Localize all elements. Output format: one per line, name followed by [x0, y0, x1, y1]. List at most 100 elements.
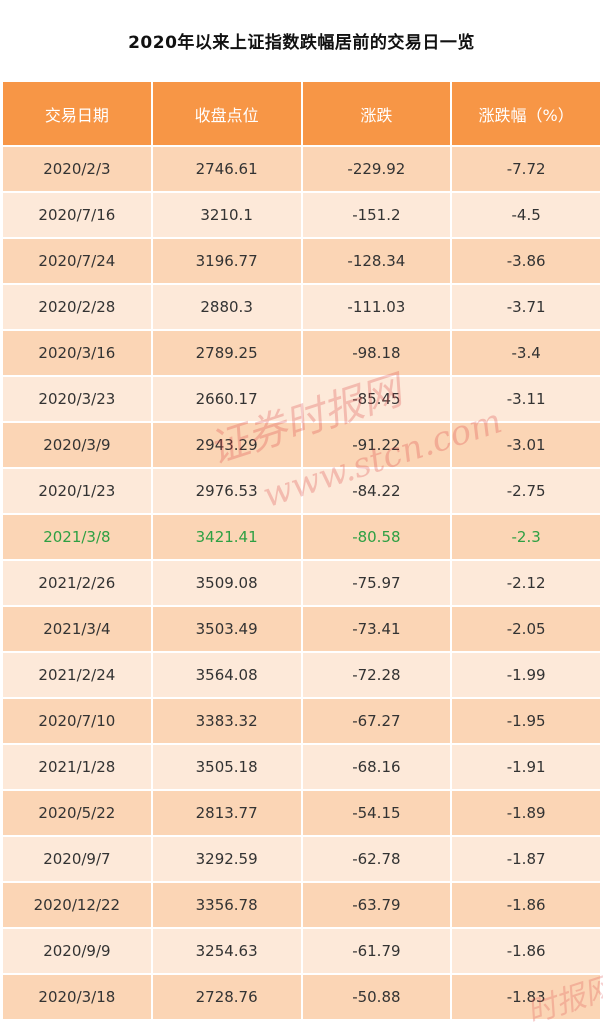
cell-date: 2021/2/24 — [3, 653, 151, 697]
cell-date: 2020/9/9 — [3, 929, 151, 973]
cell-change: -72.28 — [302, 653, 451, 697]
table-row: 2020/7/10 3383.32 -67.27 -1.95 — [3, 699, 600, 743]
cell-date: 2021/1/28 — [3, 745, 151, 789]
table-row: 2020/7/24 3196.77 -128.34 -3.86 — [3, 239, 600, 283]
table-row: 2020/2/28 2880.3 -111.03 -3.71 — [3, 285, 600, 329]
cell-change: -128.34 — [302, 239, 451, 283]
cell-close: 2789.25 — [152, 331, 301, 375]
cell-change: -62.78 — [302, 837, 451, 881]
cell-date: 2020/2/3 — [3, 147, 151, 191]
cell-date: 2020/1/23 — [3, 469, 151, 513]
cell-close: 3503.49 — [152, 607, 301, 651]
table-row: 2021/2/26 3509.08 -75.97 -2.12 — [3, 561, 600, 605]
cell-pct: -1.86 — [452, 929, 600, 973]
cell-change: -73.41 — [302, 607, 451, 651]
cell-change: -67.27 — [302, 699, 451, 743]
cell-change: -63.79 — [302, 883, 451, 927]
cell-close: 2943.29 — [152, 423, 301, 467]
cell-pct: -1.86 — [452, 883, 600, 927]
cell-pct: -1.99 — [452, 653, 600, 697]
cell-close: 3421.41 — [152, 515, 301, 559]
cell-pct: -2.12 — [452, 561, 600, 605]
cell-pct: -3.01 — [452, 423, 600, 467]
cell-date: 2020/3/16 — [3, 331, 151, 375]
table-row: 2020/3/18 2728.76 -50.88 -1.83 — [3, 975, 600, 1019]
cell-close: 3383.32 — [152, 699, 301, 743]
cell-date: 2020/3/23 — [3, 377, 151, 421]
table-row: 2020/5/22 2813.77 -54.15 -1.89 — [3, 791, 600, 835]
table-row: 2021/3/8 3421.41 -80.58 -2.3 — [3, 515, 600, 559]
cell-change: -91.22 — [302, 423, 451, 467]
cell-change: -50.88 — [302, 975, 451, 1019]
table-row: 2021/3/4 3503.49 -73.41 -2.05 — [3, 607, 600, 651]
cell-close: 2976.53 — [152, 469, 301, 513]
cell-date: 2021/3/8 — [3, 515, 151, 559]
cell-change: -61.79 — [302, 929, 451, 973]
cell-change: -151.2 — [302, 193, 451, 237]
table-body: 2020/2/3 2746.61 -229.92 -7.72 2020/7/16 3210… — [3, 147, 600, 1019]
cell-change: -84.22 — [302, 469, 451, 513]
cell-date: 2020/7/16 — [3, 193, 151, 237]
cell-close: 3196.77 — [152, 239, 301, 283]
cell-close: 3356.78 — [152, 883, 301, 927]
cell-change: -85.45 — [302, 377, 451, 421]
table-row: 2020/3/23 2660.17 -85.45 -3.11 — [3, 377, 600, 421]
cell-date: 2020/7/24 — [3, 239, 151, 283]
cell-pct: -1.95 — [452, 699, 600, 743]
cell-date: 2021/3/4 — [3, 607, 151, 651]
cell-change: -111.03 — [302, 285, 451, 329]
cell-pct: -2.05 — [452, 607, 600, 651]
table-row: 2020/2/3 2746.61 -229.92 -7.72 — [3, 147, 600, 191]
cell-close: 3210.1 — [152, 193, 301, 237]
table-row: 2020/12/22 3356.78 -63.79 -1.86 — [3, 883, 600, 927]
cell-close: 2660.17 — [152, 377, 301, 421]
cell-date: 2020/5/22 — [3, 791, 151, 835]
column-header-close: 收盘点位 — [152, 82, 301, 145]
column-header-date: 交易日期 — [3, 82, 151, 145]
cell-date: 2020/3/9 — [3, 423, 151, 467]
table-row: 2020/9/9 3254.63 -61.79 -1.86 — [3, 929, 600, 973]
cell-close: 3254.63 — [152, 929, 301, 973]
table-row: 2020/3/9 2943.29 -91.22 -3.01 — [3, 423, 600, 467]
cell-close: 3509.08 — [152, 561, 301, 605]
cell-close: 2813.77 — [152, 791, 301, 835]
cell-close: 2746.61 — [152, 147, 301, 191]
table-row: 2020/3/16 2789.25 -98.18 -3.4 — [3, 331, 600, 375]
cell-date: 2020/9/7 — [3, 837, 151, 881]
cell-date: 2020/12/22 — [3, 883, 151, 927]
cell-date: 2020/3/18 — [3, 975, 151, 1019]
cell-pct: -1.89 — [452, 791, 600, 835]
cell-pct: -2.3 — [452, 515, 600, 559]
column-header-change: 涨跌 — [302, 82, 451, 145]
cell-pct: -3.4 — [452, 331, 600, 375]
table-row: 2020/9/7 3292.59 -62.78 -1.87 — [3, 837, 600, 881]
table-row: 2021/2/24 3564.08 -72.28 -1.99 — [3, 653, 600, 697]
column-header-pct: 涨跌幅（%） — [452, 82, 600, 145]
cell-pct: -3.86 — [452, 239, 600, 283]
cell-pct: -3.71 — [452, 285, 600, 329]
data-table: 交易日期 收盘点位 涨跌 涨跌幅（%） 2020/2/3 2746.61 -229.… — [3, 82, 600, 1019]
cell-change: -68.16 — [302, 745, 451, 789]
cell-change: -98.18 — [302, 331, 451, 375]
cell-date: 2021/2/26 — [3, 561, 151, 605]
cell-date: 2020/2/28 — [3, 285, 151, 329]
cell-pct: -3.11 — [452, 377, 600, 421]
table-row: 2020/1/23 2976.53 -84.22 -2.75 — [3, 469, 600, 513]
cell-close: 3292.59 — [152, 837, 301, 881]
cell-close: 3505.18 — [152, 745, 301, 789]
page-title: 2020年以来上证指数跌幅居前的交易日一览 — [128, 33, 475, 53]
cell-pct: -1.87 — [452, 837, 600, 881]
cell-change: -229.92 — [302, 147, 451, 191]
cell-pct: -1.83 — [452, 975, 600, 1019]
cell-pct: -1.91 — [452, 745, 600, 789]
cell-date: 2020/7/10 — [3, 699, 151, 743]
cell-change: -80.58 — [302, 515, 451, 559]
cell-close: 2880.3 — [152, 285, 301, 329]
table-header-row: 交易日期 收盘点位 涨跌 涨跌幅（%） — [3, 82, 600, 145]
cell-change: -54.15 — [302, 791, 451, 835]
cell-close: 3564.08 — [152, 653, 301, 697]
cell-close: 2728.76 — [152, 975, 301, 1019]
table-row: 2021/1/28 3505.18 -68.16 -1.91 — [3, 745, 600, 789]
table-row: 2020/7/16 3210.1 -151.2 -4.5 — [3, 193, 600, 237]
cell-pct: -4.5 — [452, 193, 600, 237]
